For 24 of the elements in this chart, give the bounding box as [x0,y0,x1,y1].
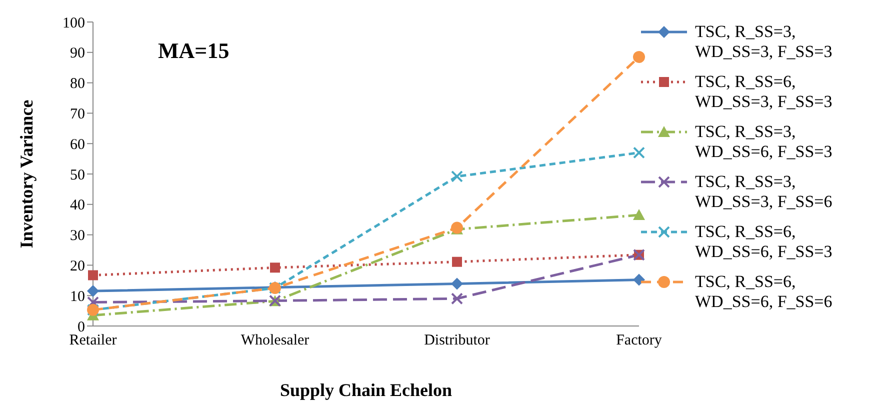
y-tick-label: 80 [70,76,85,92]
y-tick-label: 0 [78,319,85,336]
legend-label: TSC, R_SS=6, WD_SS=3, F_SS=3 [695,72,834,112]
y-tick-label: 100 [62,15,85,32]
y-tick-label: 50 [70,167,85,184]
x-tick-label: Factory [616,332,662,349]
text: MA=15 [158,38,230,63]
y-tick-label: 70 [70,106,85,123]
x-axis-title: Supply Chain Echelon [280,380,452,400]
y-tick-label: 40 [70,198,85,214]
legend-label: TSC, R_SS=6, WD_SS=6, F_SS=3 [695,222,834,262]
y-axis-title: Inventory Variance [16,100,36,248]
legend-label: TSC, R_SS=3, WD_SS=3, F_SS=6 [695,172,834,212]
y-tick-label: 20 [70,258,85,275]
legend-label: TSC, R_SS=3, WD_SS=6, F_SS=3 [695,122,834,162]
legend-label: TSC, R_SS=3, WD_SS=3, F_SS=3 [695,22,834,62]
y-tick-label: 60 [70,136,85,153]
y-tick-label: 10 [70,288,85,305]
x-tick-label: Wholesaler [240,332,310,349]
legend-label: TSC, R_SS=6, WD_SS=6, F_SS=6 [695,272,834,312]
x-tick-label: Retailer [69,332,117,349]
y-tick-label: 90 [70,46,85,62]
x-tick-label: Distributor [424,332,490,349]
y-tick-label: 30 [70,228,85,244]
